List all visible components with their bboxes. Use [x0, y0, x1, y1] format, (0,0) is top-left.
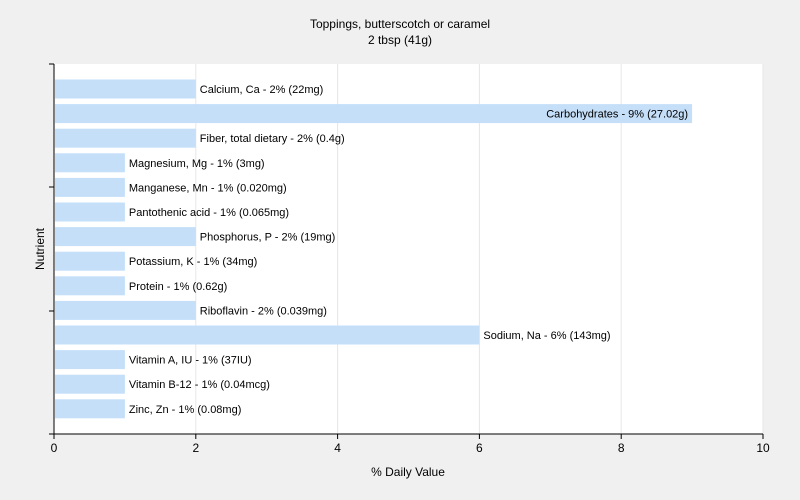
chart-subtitle: 2 tbsp (41g)	[368, 33, 432, 47]
bar	[55, 153, 125, 173]
bar-data-label: Sodium, Na - 6% (143mg)	[483, 330, 610, 342]
bar	[55, 300, 196, 320]
bar-data-label: Fiber, total dietary - 2% (0.4g)	[200, 133, 345, 145]
x-axis-label: % Daily Value	[371, 465, 445, 479]
bar	[55, 276, 125, 296]
x-tick-label: 10	[756, 441, 770, 455]
x-tick-label: 0	[51, 441, 58, 455]
x-tick-label: 8	[618, 441, 625, 455]
bar	[55, 227, 196, 247]
bar-data-label: Potassium, K - 1% (34mg)	[129, 256, 257, 268]
bar	[55, 128, 196, 148]
bar	[55, 177, 125, 197]
bars	[55, 79, 693, 419]
data-labels: Calcium, Ca - 2% (22mg) Carbohydrates - 9…	[129, 84, 688, 416]
axes: 0 2 4 6 8 10	[49, 63, 770, 455]
bar-data-label: Vitamin B-12 - 1% (0.04mcg)	[129, 379, 270, 391]
bar-data-label: Vitamin A, IU - 1% (37IU)	[129, 355, 252, 367]
bar	[55, 251, 125, 271]
bar	[55, 104, 693, 124]
bar-data-label: Magnesium, Mg - 1% (3mg)	[129, 158, 265, 170]
bar-data-label: Manganese, Mn - 1% (0.020mg)	[129, 182, 287, 194]
bar-data-label: Riboflavin - 2% (0.039mg)	[200, 305, 327, 317]
x-tick-label: 6	[476, 441, 483, 455]
bar	[55, 202, 125, 222]
bar-data-label: Zinc, Zn - 1% (0.08mg)	[129, 404, 241, 416]
x-tick-label: 2	[192, 441, 199, 455]
bar	[55, 325, 480, 345]
bar-data-label: Carbohydrates - 9% (27.02g)	[546, 109, 688, 121]
bar	[55, 374, 125, 394]
bar	[55, 399, 125, 419]
y-axis-label: Nutrient	[33, 227, 47, 270]
bar	[55, 350, 125, 370]
chart-title: Toppings, butterscotch or caramel	[310, 17, 490, 31]
bar-data-label: Calcium, Ca - 2% (22mg)	[200, 84, 323, 96]
bar-data-label: Pantothenic acid - 1% (0.065mg)	[129, 207, 289, 219]
bar-data-label: Phosphorus, P - 2% (19mg)	[200, 232, 336, 244]
plot-area	[54, 64, 763, 434]
x-tick-label: 4	[334, 441, 341, 455]
grid-lines	[195, 64, 764, 434]
bar-data-label: Protein - 1% (0.62g)	[129, 281, 227, 293]
bar	[55, 79, 196, 99]
